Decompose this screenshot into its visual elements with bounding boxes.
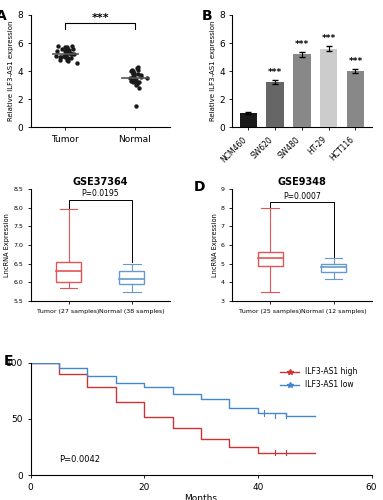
Bar <box>56 262 81 282</box>
Text: ***: *** <box>268 68 282 78</box>
Point <box>63 46 69 54</box>
Point <box>57 53 63 61</box>
Point <box>129 67 136 75</box>
Point <box>68 50 74 58</box>
Point <box>132 77 138 85</box>
Title: GSE9348: GSE9348 <box>278 176 326 186</box>
Point <box>130 76 136 84</box>
Text: E: E <box>3 354 13 368</box>
Point <box>54 48 60 56</box>
Bar <box>293 54 311 127</box>
Bar <box>347 71 364 127</box>
Y-axis label: Relative ILF3-AS1 expression: Relative ILF3-AS1 expression <box>8 21 15 121</box>
Point <box>133 78 139 86</box>
Bar <box>258 252 283 266</box>
Point <box>63 52 69 60</box>
Point <box>69 42 75 50</box>
Bar <box>267 82 284 127</box>
Text: P=0.0007: P=0.0007 <box>283 192 321 201</box>
Point <box>131 72 137 80</box>
Point <box>130 72 136 80</box>
Point <box>129 78 136 86</box>
Point <box>135 70 141 78</box>
Legend: ILF3-AS1 high, ILF3-AS1 low: ILF3-AS1 high, ILF3-AS1 low <box>277 364 361 392</box>
Point <box>59 44 65 52</box>
Point <box>69 50 75 58</box>
Point <box>130 70 136 78</box>
Y-axis label: LncRNA Expression: LncRNA Expression <box>4 213 10 277</box>
Point <box>135 66 141 74</box>
Point <box>129 74 135 82</box>
Point <box>62 48 69 56</box>
Text: A: A <box>0 10 7 24</box>
Point <box>62 53 69 61</box>
Point <box>62 44 68 52</box>
Point <box>130 68 136 76</box>
Point <box>135 63 141 71</box>
Point <box>136 84 142 92</box>
Point <box>64 58 70 66</box>
Point <box>64 44 70 52</box>
Point <box>58 53 64 61</box>
Point <box>55 42 61 50</box>
X-axis label: Months: Months <box>185 494 218 500</box>
Point <box>64 54 70 62</box>
Point <box>138 72 144 80</box>
Point <box>63 49 69 57</box>
Point <box>134 64 140 72</box>
Bar <box>320 48 337 127</box>
Y-axis label: Relative ILF3-AS1 expression: Relative ILF3-AS1 expression <box>210 21 216 121</box>
Bar <box>321 264 346 272</box>
Point <box>65 49 72 57</box>
Title: GSE37364: GSE37364 <box>72 176 128 186</box>
Text: ***: *** <box>348 57 363 66</box>
Point <box>131 72 137 80</box>
Point <box>64 56 70 64</box>
Point <box>131 70 137 78</box>
Point <box>70 44 76 52</box>
Text: ***: *** <box>295 40 309 49</box>
Point <box>57 56 63 64</box>
Point <box>70 50 77 58</box>
Point <box>128 67 134 75</box>
Bar <box>240 113 257 127</box>
Text: ***: *** <box>92 12 109 22</box>
Point <box>136 78 142 86</box>
Point <box>64 44 70 52</box>
Point <box>66 46 72 54</box>
Y-axis label: LncRNA Expression: LncRNA Expression <box>212 213 218 277</box>
Point <box>61 52 67 60</box>
Point <box>133 76 139 84</box>
Text: ***: *** <box>322 34 336 43</box>
Point <box>65 48 72 56</box>
Text: P=0.0042: P=0.0042 <box>59 454 100 464</box>
Point <box>128 74 134 82</box>
Point <box>133 102 139 110</box>
Point <box>129 66 136 74</box>
Y-axis label: Percent survival: Percent survival <box>0 385 3 453</box>
Point <box>133 80 139 88</box>
Point <box>67 49 74 57</box>
Point <box>53 52 59 60</box>
Point <box>138 72 144 80</box>
Point <box>74 58 80 66</box>
Point <box>128 77 134 85</box>
Text: P=0.0195: P=0.0195 <box>82 190 119 198</box>
Point <box>131 68 137 76</box>
Bar <box>119 271 144 284</box>
Point <box>144 74 150 82</box>
Point <box>68 54 74 62</box>
Point <box>133 81 139 89</box>
Text: B: B <box>202 10 213 24</box>
Text: D: D <box>193 180 205 194</box>
